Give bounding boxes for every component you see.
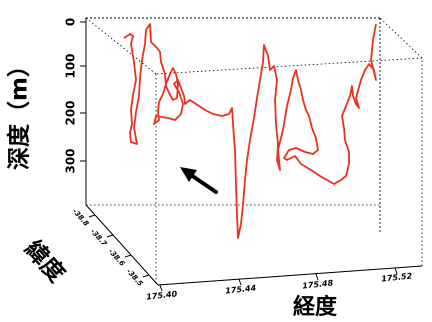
y-tick-label: -38.8 (71, 207, 91, 227)
x-tick-label: 175.52 (381, 271, 413, 283)
z-tick-label: 200 (64, 100, 78, 125)
arrow-head (180, 167, 197, 182)
x-tick-label: 175.40 (146, 289, 178, 301)
x-axis-line (157, 265, 423, 286)
y-tick-label: -38.5 (125, 267, 145, 287)
y-axis-line (85, 204, 159, 286)
y-tick-label: -38.7 (89, 227, 109, 247)
x-tick-label: 175.44 (225, 283, 257, 295)
x-ticks (159, 267, 398, 292)
series-layer (123, 23, 377, 239)
box-back-edges (86, 17, 381, 234)
annotation-arrow (180, 167, 218, 194)
z-tick-label: 100 (64, 53, 78, 78)
z-ticks (80, 21, 86, 162)
z-tick-label: 0 (64, 18, 78, 26)
y-ticks (88, 214, 150, 278)
z-axis-title: 深度（m） (6, 54, 33, 170)
x-tick-label: 175.48 (302, 278, 334, 290)
y-axis-title: 緯度 (19, 235, 71, 288)
z-tick-label: 300 (64, 148, 78, 173)
series-line-0 (123, 23, 377, 239)
y-tick-label: -38.6 (107, 247, 127, 267)
x-axis-title: 経度 (293, 294, 338, 320)
